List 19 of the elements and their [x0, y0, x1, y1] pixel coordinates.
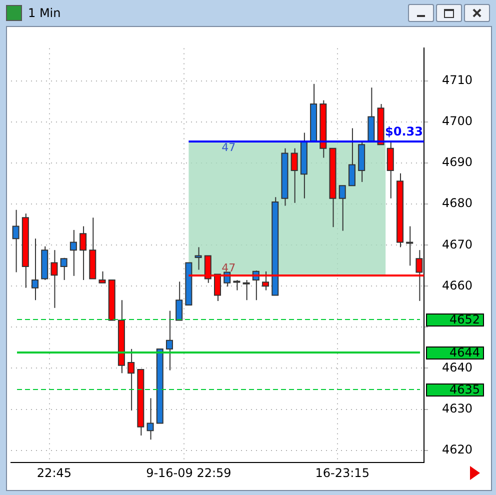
- x-tick-label: 9-16-09 22:59: [146, 466, 232, 480]
- ref-line-label: 4652: [449, 312, 480, 327]
- ref-line-label: 4635: [449, 382, 480, 397]
- y-tick-label: 4710: [442, 73, 473, 88]
- y-tick-label: 4670: [442, 237, 473, 252]
- annotation: $0.33: [385, 124, 423, 139]
- annotation: 47: [222, 261, 236, 274]
- x-tick-label: 22:45: [36, 466, 72, 480]
- y-tick-label: 4700: [442, 114, 473, 128]
- y-tick-label: 4640: [442, 360, 473, 374]
- y-tick-label: 4630: [442, 401, 473, 416]
- y-tick-label: 4660: [442, 278, 473, 292]
- x-tick-label: 16-23:15: [315, 466, 370, 480]
- y-tick-label: 4620: [442, 442, 473, 456]
- annotation: 47: [222, 140, 236, 154]
- chart-title: 1 Min: [28, 6, 61, 20]
- y-tick-label: 4690: [442, 155, 473, 170]
- ref-line-label: 4644: [449, 346, 480, 360]
- y-tick-label: 4680: [442, 196, 473, 210]
